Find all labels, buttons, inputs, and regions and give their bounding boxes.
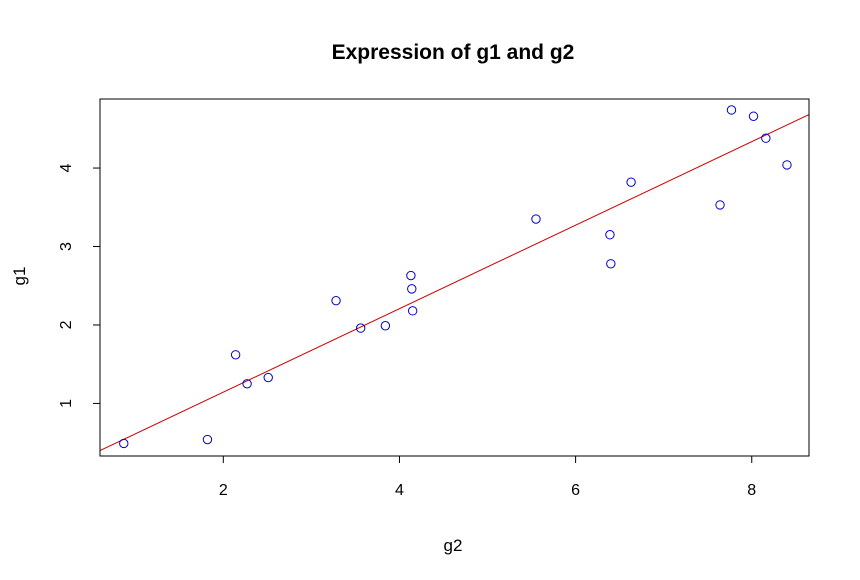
x-tick-label: 4 xyxy=(395,482,404,499)
chart-title: Expression of g1 and g2 xyxy=(332,41,575,64)
data-point xyxy=(726,105,737,115)
y-tick-label: 4 xyxy=(58,163,75,172)
data-point xyxy=(230,350,241,360)
y-tick-label: 2 xyxy=(58,320,75,329)
data-point xyxy=(782,160,792,170)
data-point xyxy=(202,434,213,445)
data-point xyxy=(331,295,341,306)
x-tick-label: 8 xyxy=(747,482,756,499)
x-tick-label: 2 xyxy=(219,482,228,499)
regression-line xyxy=(100,114,809,452)
data-point xyxy=(531,214,541,224)
plot-frame xyxy=(99,98,810,457)
data-point xyxy=(748,111,759,121)
data-point xyxy=(242,379,252,389)
data-point xyxy=(605,230,615,240)
data-point xyxy=(606,259,616,269)
data-point xyxy=(407,306,418,316)
x-tick-label: 6 xyxy=(571,482,580,499)
data-point xyxy=(626,177,636,187)
y-tick-label: 3 xyxy=(58,242,75,251)
data-point xyxy=(407,284,417,294)
data-point xyxy=(263,372,273,383)
y-axis-label: g1 xyxy=(10,267,29,286)
data-point xyxy=(380,321,391,331)
data-point xyxy=(715,200,725,210)
data-point xyxy=(406,270,416,281)
x-axis-label: g2 xyxy=(444,536,463,555)
data-point xyxy=(119,438,129,449)
data-point xyxy=(761,133,771,143)
data-point xyxy=(356,323,366,333)
y-tick-label: 1 xyxy=(58,399,75,408)
plot-area: 2 4 6 8 1 2 3 4 xyxy=(58,98,810,499)
